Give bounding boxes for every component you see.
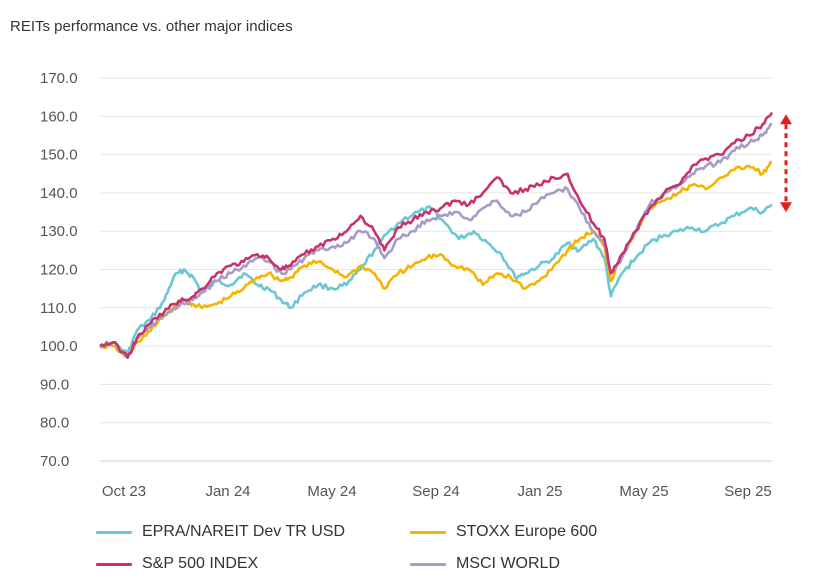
arrow-head-down	[780, 202, 792, 213]
y-tick-label: 150.0	[40, 147, 78, 164]
x-tick-label: Sep 24	[412, 483, 460, 500]
y-axis-ticks: 170.0 160.0 150.0 140.0 130.0 120.0 110.0 100.0…	[40, 70, 78, 470]
legend-swatch	[410, 530, 446, 534]
series-line-epra-nareit-dev-tr-usd	[99, 203, 773, 356]
legend-item-sp500: S&P 500 INDEX	[96, 555, 258, 573]
legend-label: S&P 500 INDEX	[142, 555, 259, 572]
chart-title: REITs performance vs. other major indice…	[10, 18, 293, 35]
y-tick-label: 170.0	[40, 70, 78, 87]
y-tick-label: 110.0	[40, 300, 76, 317]
spread-arrow-annotation	[780, 114, 792, 213]
legend-item-stoxx: STOXX Europe 600	[410, 523, 597, 541]
series-line-msci-world	[99, 122, 773, 359]
legend-label: EPRA/NAREIT Dev TR USD	[142, 523, 346, 540]
y-tick-label: 90.0	[40, 376, 69, 393]
series-line-stoxx-europe-600	[99, 160, 773, 359]
legend-item-epra: EPRA/NAREIT Dev TR USD	[96, 523, 345, 541]
legend-label: MSCI WORLD	[456, 555, 560, 572]
legend-swatch	[410, 562, 446, 566]
y-tick-label: 70.0	[40, 453, 69, 470]
x-tick-label: Jan 24	[205, 483, 250, 500]
x-tick-label: May 24	[307, 483, 356, 500]
x-axis-ticks: Oct 23 Jan 24 May 24 Sep 24 Jan 25 May 25 Sep …	[102, 483, 772, 500]
x-tick-label: Oct 23	[102, 483, 146, 500]
legend-swatch	[96, 530, 132, 534]
series-line-s-p-500-index	[99, 111, 774, 359]
y-tick-label: 140.0	[40, 185, 78, 202]
x-tick-label: May 25	[619, 483, 668, 500]
x-tick-label: Sep 25	[724, 483, 772, 500]
legend-swatch	[96, 562, 132, 566]
y-tick-label: 80.0	[40, 415, 69, 432]
y-tick-label: 100.0	[40, 338, 78, 355]
y-tick-label: 120.0	[40, 262, 78, 279]
grid-lines	[100, 77, 772, 462]
legend-item-msci: MSCI WORLD	[410, 555, 560, 573]
arrow-head-up	[780, 114, 792, 125]
legend-label: STOXX Europe 600	[456, 523, 598, 540]
series-lines	[99, 111, 774, 359]
x-tick-label: Jan 25	[517, 483, 562, 500]
y-tick-label: 160.0	[40, 108, 78, 125]
y-tick-label: 130.0	[40, 223, 78, 240]
